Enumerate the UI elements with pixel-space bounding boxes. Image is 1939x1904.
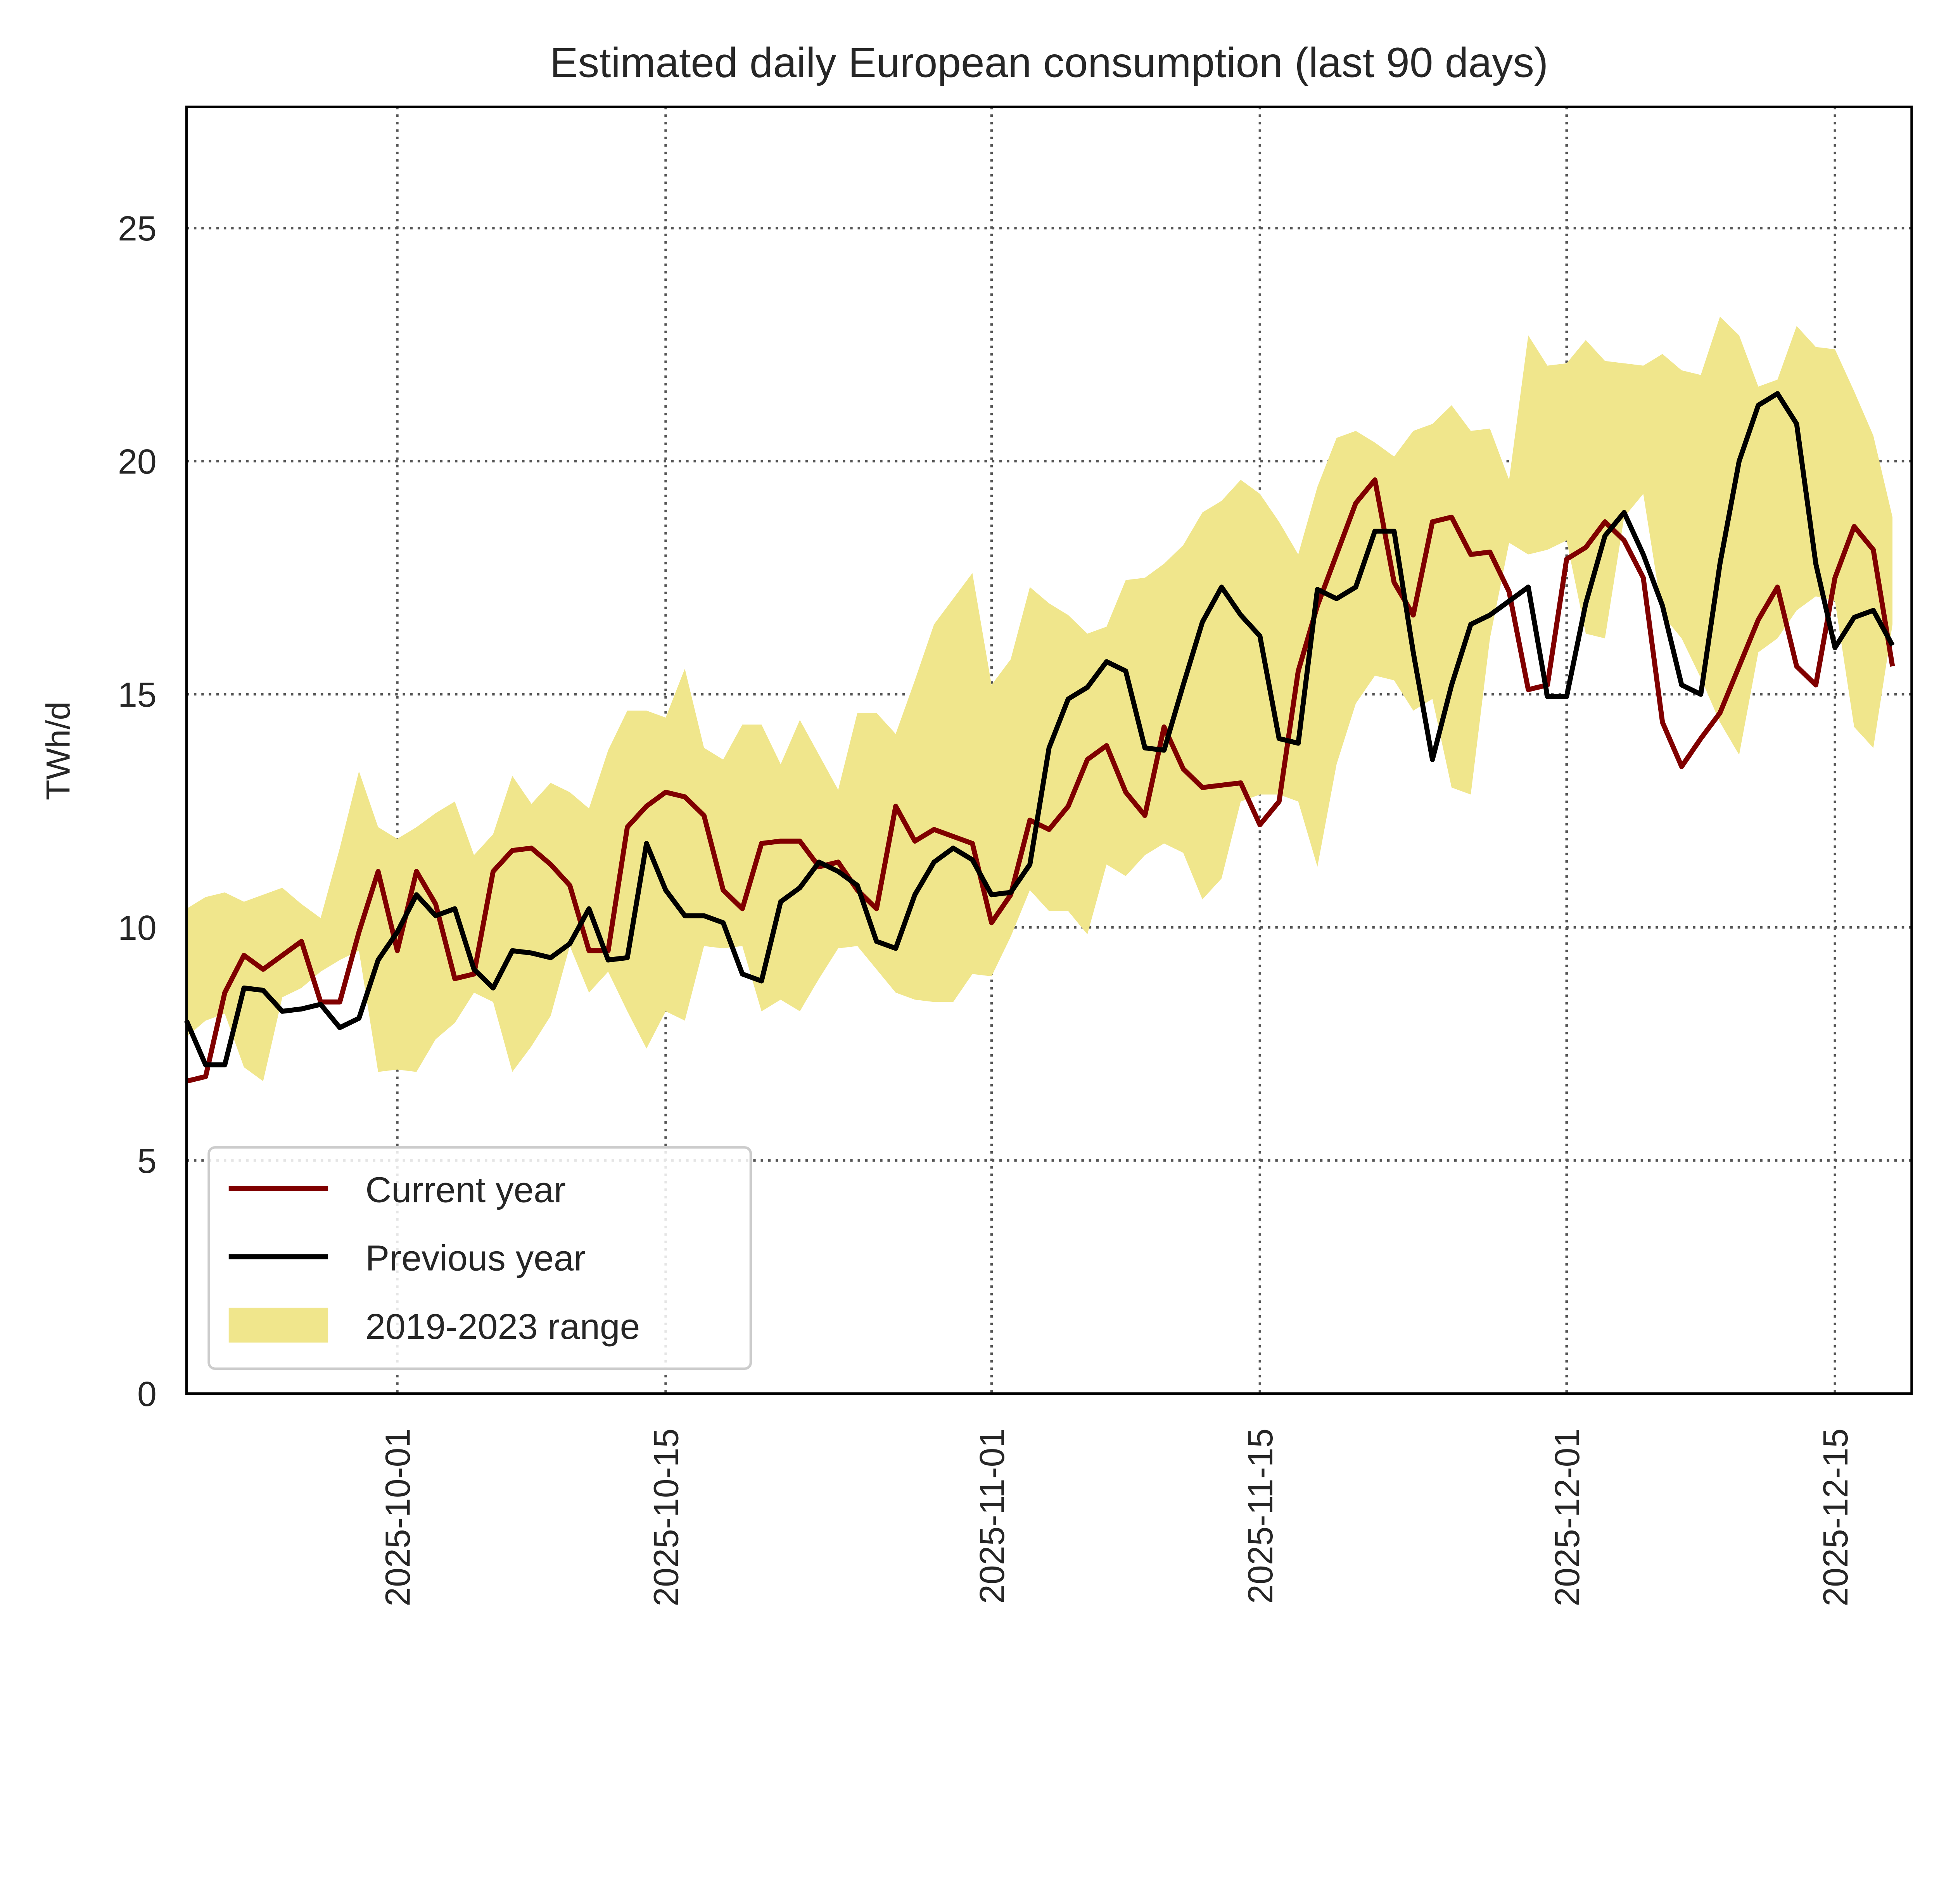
x-tick-label: 2025-10-01 [379,1428,418,1607]
x-tick-labels: 2025-10-01 2025-10-15 2025-11-01 2025-11-15… [379,1428,1855,1607]
legend: Current year Previous year 2019-2023 ran… [207,1146,752,1370]
series-line-previous-year [184,391,1895,1067]
series-line-current-year [186,477,1895,1084]
plot-frame [185,105,1913,1395]
x-tick-label: 2025-10-15 [647,1428,686,1607]
legend-box [207,1146,752,1370]
legend-label-range: 2019-2023 range [365,1306,640,1347]
y-tick-label: 15 [118,676,157,714]
series-layer [184,391,1895,1084]
y-axis-label: TWh/d [40,702,77,801]
range-band [186,316,1893,1081]
x-tick-label: 2025-11-01 [973,1428,1012,1604]
legend-label-previous-year: Previous year [365,1238,586,1278]
y-tick-label: 10 [118,909,157,948]
x-tick-label: 2025-11-15 [1241,1428,1280,1604]
y-tick-label: 20 [118,443,157,481]
chart: Estimated daily European consumption (la… [40,39,1913,1607]
y-tick-label: 0 [137,1375,157,1414]
chart-title: Estimated daily European consumption (la… [550,39,1548,86]
x-tick-label: 2025-12-01 [1548,1428,1587,1607]
y-tick-labels: 0 5 10 15 20 25 [118,209,157,1414]
y-tick-label: 25 [118,209,157,248]
x-tick-label: 2025-12-15 [1816,1428,1855,1607]
legend-swatch-range [228,1307,328,1343]
y-tick-label: 5 [137,1142,157,1181]
range-band-layer [186,316,1893,1081]
legend-label-current-year: Current year [365,1169,566,1210]
